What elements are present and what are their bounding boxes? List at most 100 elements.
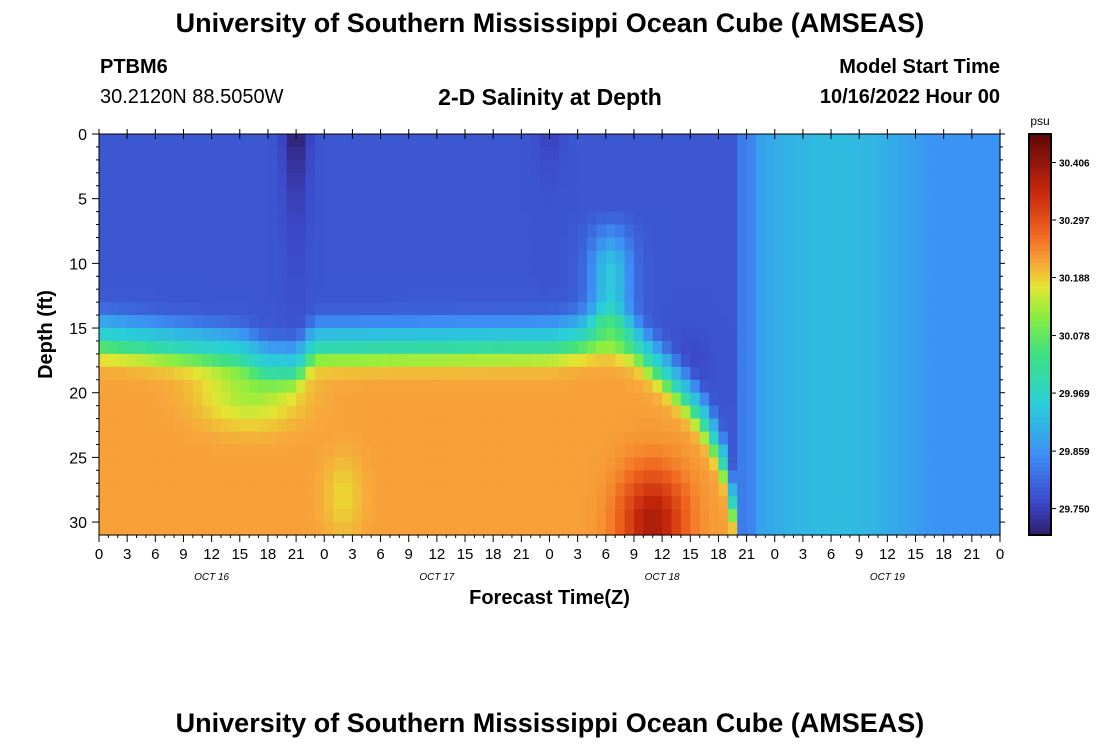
heatmap-cell bbox=[849, 392, 860, 407]
heatmap-cell bbox=[812, 185, 823, 200]
heatmap-cell bbox=[493, 353, 504, 368]
heatmap-cell bbox=[643, 328, 654, 342]
heatmap-cell bbox=[924, 198, 935, 213]
heatmap-cell bbox=[145, 276, 156, 290]
heatmap-cell bbox=[802, 353, 813, 368]
heatmap-cell bbox=[530, 366, 541, 381]
heatmap-cell bbox=[718, 340, 729, 355]
heatmap-cell bbox=[427, 366, 438, 381]
heatmap-cell bbox=[718, 159, 729, 174]
heatmap-cell bbox=[314, 483, 325, 497]
heatmap-cell bbox=[145, 172, 156, 187]
heatmap-cell bbox=[211, 366, 222, 381]
heatmap-cell bbox=[108, 159, 119, 174]
heatmap-cell bbox=[202, 159, 213, 174]
heatmap-cell bbox=[286, 172, 297, 187]
heatmap-cell bbox=[615, 509, 626, 523]
heatmap-cell bbox=[718, 146, 729, 161]
heatmap-cell bbox=[465, 146, 476, 161]
heatmap-cell bbox=[549, 302, 560, 316]
heatmap-cell bbox=[812, 276, 823, 290]
heatmap-cell bbox=[671, 172, 682, 187]
heatmap-cell bbox=[446, 340, 457, 355]
heatmap-cell bbox=[446, 392, 457, 407]
heatmap-cell bbox=[680, 328, 691, 342]
heatmap-cell bbox=[906, 315, 917, 329]
heatmap-cell bbox=[971, 211, 982, 226]
heatmap-cell bbox=[202, 353, 213, 368]
heatmap-cell bbox=[239, 509, 250, 523]
heatmap-cell bbox=[577, 185, 588, 200]
heatmap-cell bbox=[652, 134, 663, 148]
heatmap-cell bbox=[652, 483, 663, 497]
heatmap-cell bbox=[399, 328, 410, 342]
heatmap-cell bbox=[577, 418, 588, 433]
heatmap-cell bbox=[962, 315, 973, 329]
heatmap-cell bbox=[821, 366, 832, 381]
heatmap-cell bbox=[427, 134, 438, 148]
heatmap-cell bbox=[155, 366, 166, 381]
heatmap-cell bbox=[690, 392, 701, 407]
heatmap-cell bbox=[474, 418, 485, 433]
heatmap-cell bbox=[530, 340, 541, 355]
heatmap-cell bbox=[821, 289, 832, 303]
heatmap-cell bbox=[671, 522, 682, 536]
heatmap-cell bbox=[690, 224, 701, 239]
heatmap-cell bbox=[192, 470, 203, 484]
heatmap-cell bbox=[981, 237, 992, 252]
heatmap-cell bbox=[145, 224, 156, 239]
heatmap-cell bbox=[108, 444, 119, 458]
colorbar-segment bbox=[1029, 518, 1051, 524]
heatmap-cell bbox=[99, 353, 109, 368]
heatmap-cell bbox=[680, 224, 691, 239]
heatmap-cell bbox=[155, 340, 166, 355]
heatmap-cell bbox=[530, 211, 541, 226]
heatmap-cell bbox=[230, 328, 241, 342]
heatmap-cell bbox=[249, 470, 260, 484]
heatmap-cell bbox=[774, 522, 785, 536]
colorbar-segment bbox=[1029, 434, 1051, 440]
heatmap-cell bbox=[164, 211, 175, 226]
heatmap-cell bbox=[230, 250, 241, 264]
heatmap-cell bbox=[99, 185, 109, 200]
heatmap-cell bbox=[831, 392, 842, 407]
heatmap-cell bbox=[746, 302, 757, 316]
heatmap-cell bbox=[361, 353, 372, 368]
heatmap-cell bbox=[877, 379, 888, 394]
heatmap-cell bbox=[971, 289, 982, 303]
heatmap-cell bbox=[990, 211, 1001, 226]
heatmap-cell bbox=[380, 263, 391, 277]
heatmap-cell bbox=[155, 405, 166, 420]
heatmap-cell bbox=[709, 340, 720, 355]
x-tick-label: 3 bbox=[573, 546, 581, 563]
heatmap-cell bbox=[108, 315, 119, 329]
heatmap-cell bbox=[802, 366, 813, 381]
heatmap-cell bbox=[530, 159, 541, 174]
heatmap-cell bbox=[230, 159, 241, 174]
heatmap-cell bbox=[192, 457, 203, 471]
heatmap-cell bbox=[765, 366, 776, 381]
heatmap-cell bbox=[267, 198, 278, 213]
heatmap-cell bbox=[784, 392, 795, 407]
heatmap-cell bbox=[868, 405, 879, 420]
heatmap-cell bbox=[680, 379, 691, 394]
heatmap-cell bbox=[540, 134, 551, 148]
heatmap-cell bbox=[924, 172, 935, 187]
heatmap-cell bbox=[540, 509, 551, 523]
heatmap-cell bbox=[990, 146, 1001, 161]
heatmap-cell bbox=[587, 172, 598, 187]
heatmap-cell bbox=[352, 276, 363, 290]
heatmap-cell bbox=[483, 509, 494, 523]
heatmap-cell bbox=[887, 224, 898, 239]
heatmap-cell bbox=[868, 392, 879, 407]
heatmap-cell bbox=[849, 457, 860, 471]
heatmap-cell bbox=[568, 224, 579, 239]
heatmap-cell bbox=[971, 457, 982, 471]
heatmap-cell bbox=[981, 211, 992, 226]
heatmap-cell bbox=[765, 509, 776, 523]
heatmap-cell bbox=[755, 522, 766, 536]
heatmap-cell bbox=[587, 509, 598, 523]
heatmap-cell bbox=[633, 483, 644, 497]
colorbar-segment bbox=[1029, 282, 1051, 287]
heatmap-cell bbox=[202, 328, 213, 342]
